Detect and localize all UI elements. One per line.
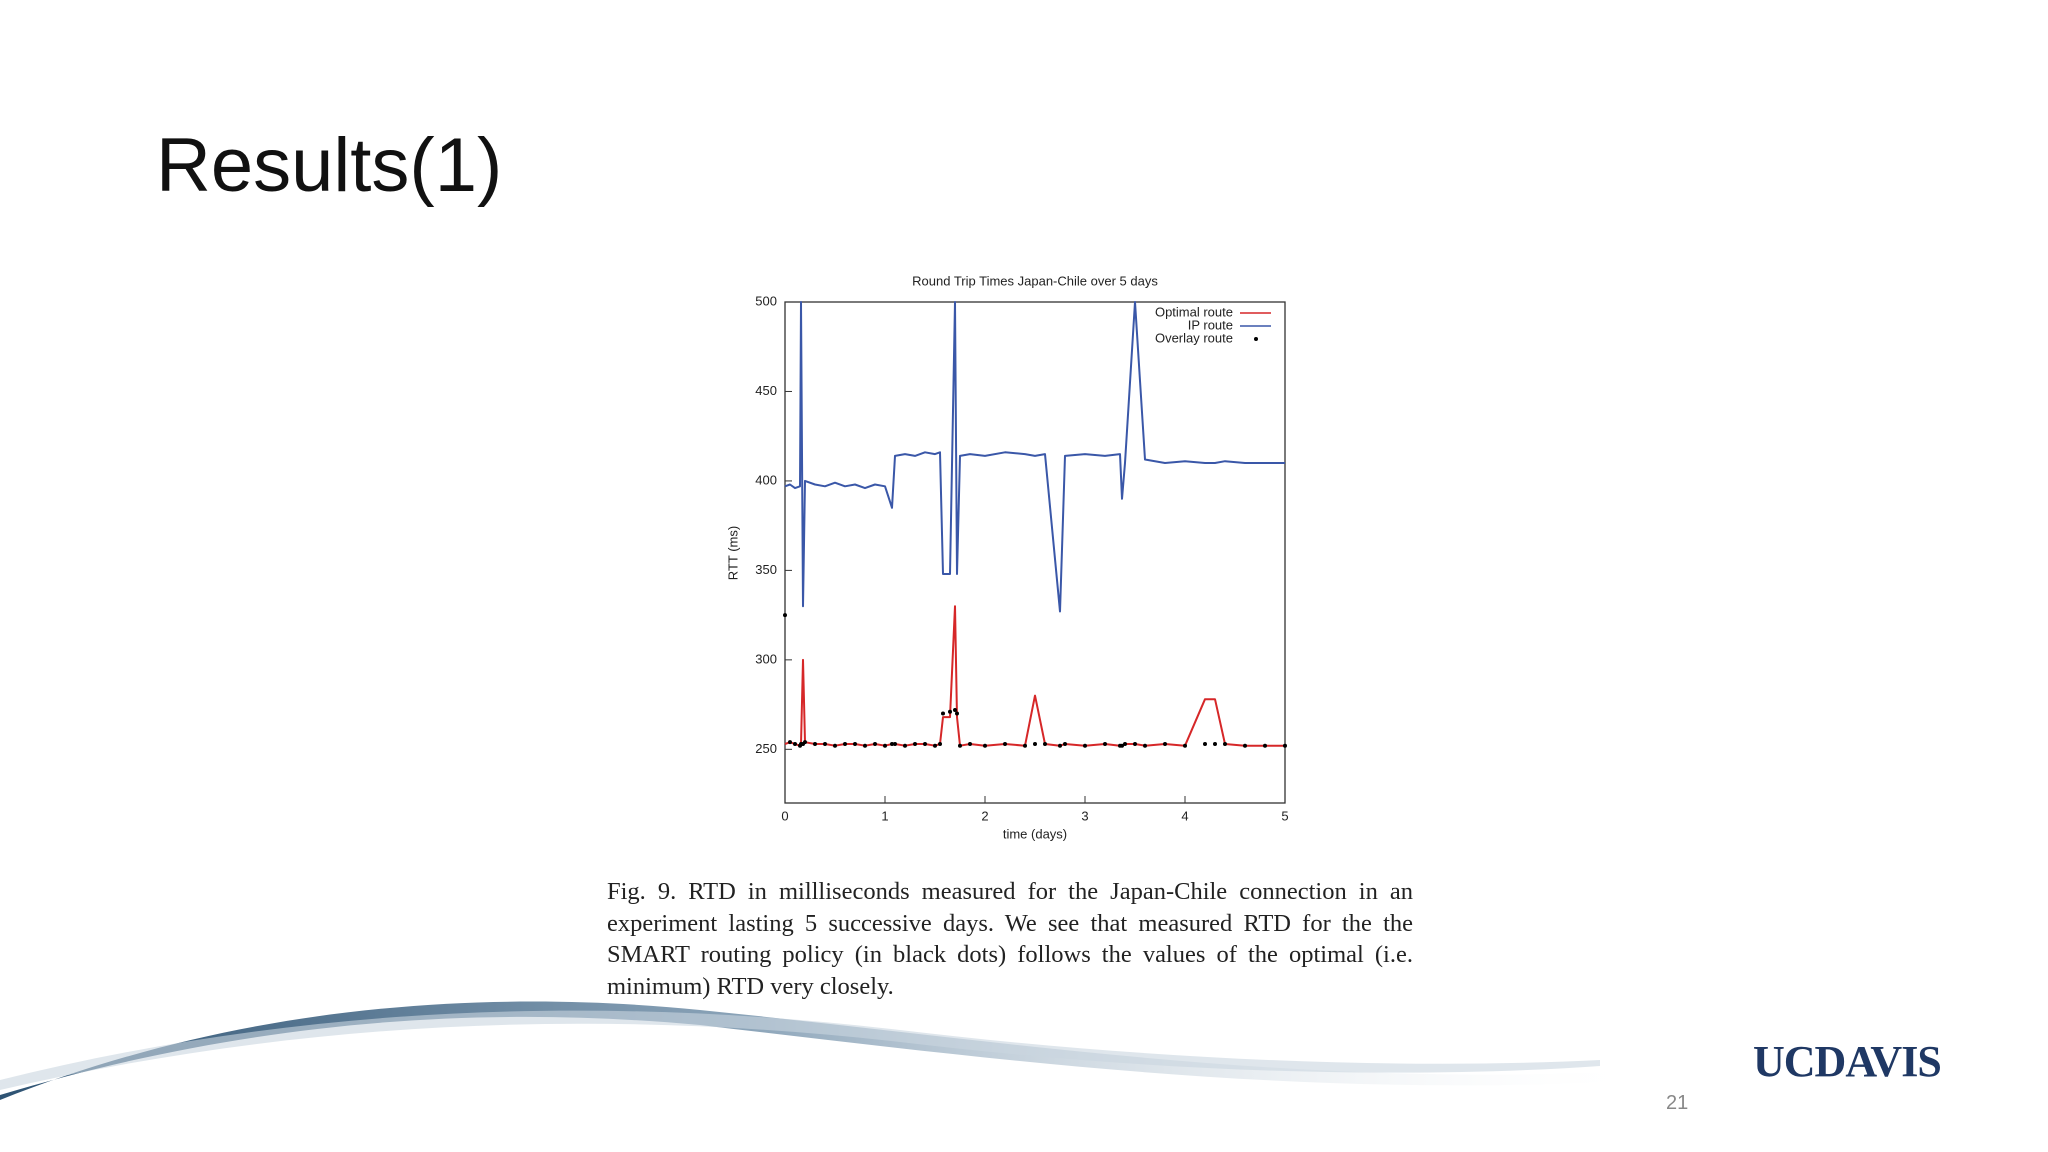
overlay-dot bbox=[853, 741, 857, 746]
overlay-dot bbox=[1033, 741, 1037, 746]
overlay-dot bbox=[1133, 741, 1137, 746]
overlay-dot bbox=[1183, 743, 1187, 748]
overlay-dot bbox=[893, 741, 897, 746]
y-tick-label: 450 bbox=[755, 383, 777, 398]
overlay-dot bbox=[938, 741, 942, 746]
overlay-dot bbox=[1083, 743, 1087, 748]
overlay-dot bbox=[1283, 743, 1287, 748]
x-tick-label: 1 bbox=[881, 808, 888, 823]
overlay-dot bbox=[793, 741, 797, 746]
overlay-dot bbox=[1003, 741, 1007, 746]
overlay-dot bbox=[953, 707, 957, 712]
logo: UCDAVIS bbox=[1753, 1037, 1942, 1086]
overlay-dot bbox=[1120, 743, 1124, 748]
x-tick-label: 5 bbox=[1281, 808, 1288, 823]
overlay-dot bbox=[1243, 743, 1247, 748]
overlay-dot bbox=[783, 613, 787, 618]
caption: Fig. 9. RTD in millliseconds measured fo… bbox=[607, 878, 1413, 1000]
series-line bbox=[784, 605, 1285, 747]
x-tick-label: 4 bbox=[1181, 808, 1188, 823]
overlay-dot bbox=[873, 741, 877, 746]
x-tick-label: 0 bbox=[781, 808, 788, 823]
x-tick-label: 2 bbox=[981, 808, 988, 823]
overlay-dot bbox=[941, 711, 945, 716]
overlay-dot bbox=[1043, 741, 1047, 746]
overlay-dot bbox=[1213, 741, 1217, 746]
y-tick-label: 300 bbox=[755, 651, 777, 666]
overlay-dot bbox=[813, 741, 817, 746]
overlay-dot bbox=[833, 743, 837, 748]
legend-label: Optimal route bbox=[1155, 304, 1233, 319]
overlay-dot bbox=[1058, 743, 1062, 748]
overlay-dot bbox=[958, 743, 962, 748]
y-axis-label: RTT (ms) bbox=[725, 526, 740, 580]
legend-label: Overlay route bbox=[1155, 330, 1233, 345]
page-number: 21 bbox=[1666, 1092, 1689, 1114]
overlay-dot bbox=[803, 740, 807, 745]
overlay-dot bbox=[1223, 741, 1227, 746]
slide-title: Results(1) bbox=[156, 123, 503, 208]
overlay-dot bbox=[863, 743, 867, 748]
x-axis-label: time (days) bbox=[1003, 826, 1067, 841]
overlay-dot bbox=[1263, 743, 1267, 748]
overlay-dot bbox=[933, 743, 937, 748]
legend-marker bbox=[1254, 337, 1258, 341]
overlay-dot bbox=[903, 743, 907, 748]
overlay-dot bbox=[1023, 743, 1027, 748]
y-tick-label: 250 bbox=[755, 741, 777, 756]
overlay-dot bbox=[1123, 741, 1127, 746]
overlay-dot bbox=[843, 741, 847, 746]
swoosh bbox=[0, 1010, 1600, 1090]
overlay-dot bbox=[788, 740, 792, 745]
overlay-dot bbox=[983, 743, 987, 748]
overlay-dot bbox=[948, 709, 952, 714]
swoosh bbox=[0, 1001, 1650, 1100]
overlay-dot bbox=[883, 743, 887, 748]
overlay-dot bbox=[1103, 741, 1107, 746]
overlay-dot bbox=[913, 741, 917, 746]
y-tick-label: 400 bbox=[755, 472, 777, 487]
chart-title: Round Trip Times Japan-Chile over 5 days bbox=[912, 273, 1158, 288]
legend-label: IP route bbox=[1188, 317, 1233, 332]
overlay-dot bbox=[955, 711, 959, 716]
overlay-dot bbox=[1203, 741, 1207, 746]
overlay-dot bbox=[968, 741, 972, 746]
overlay-dot bbox=[923, 741, 927, 746]
overlay-dot bbox=[1143, 743, 1147, 748]
plot-frame bbox=[784, 301, 1286, 804]
series-line bbox=[784, 301, 1285, 613]
y-tick-label: 350 bbox=[755, 562, 777, 577]
overlay-dot bbox=[1163, 741, 1167, 746]
x-tick-label: 3 bbox=[1081, 808, 1088, 823]
overlay-dot bbox=[890, 741, 894, 746]
y-tick-label: 500 bbox=[755, 293, 777, 308]
overlay-dot bbox=[823, 741, 827, 746]
overlay-dot bbox=[1063, 741, 1067, 746]
